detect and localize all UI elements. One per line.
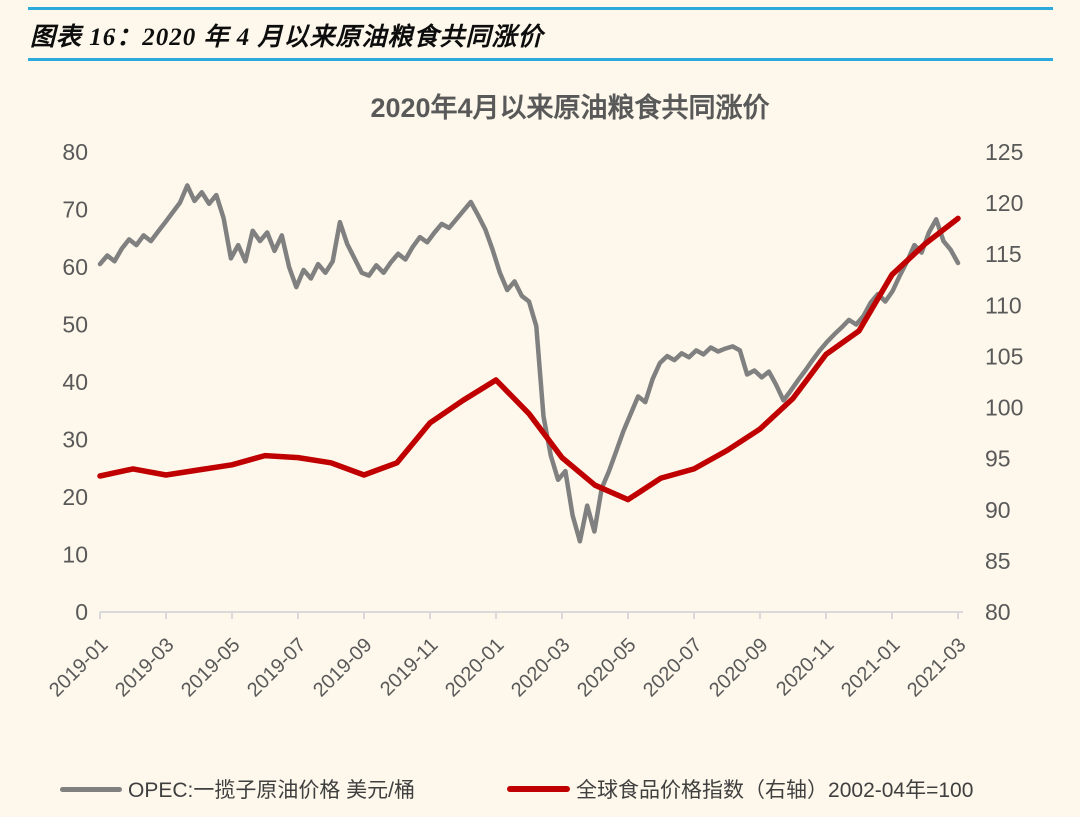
x-tick-label: 2019-03 bbox=[111, 634, 178, 701]
legend-item-oil: OPEC:一揽子原油价格 美元/桶 bbox=[60, 774, 415, 804]
x-tick-label: 2020-01 bbox=[441, 634, 508, 701]
right-axis-tick-label: 100 bbox=[985, 395, 1023, 421]
x-tick-label: 2019-09 bbox=[309, 634, 376, 701]
x-tick-label: 2021-01 bbox=[837, 634, 904, 701]
right-axis-tick-label: 110 bbox=[985, 292, 1022, 318]
x-tick-label: 2019-01 bbox=[45, 634, 112, 701]
right-axis-tick-label: 85 bbox=[985, 548, 1011, 574]
left-axis-tick-label: 30 bbox=[62, 427, 88, 453]
left-axis-tick-label: 0 bbox=[75, 599, 88, 625]
chart-title: 2020年4月以来原油粮食共同涨价 bbox=[370, 93, 770, 123]
left-axis-tick-label: 40 bbox=[62, 369, 88, 395]
left-axis-tick-label: 70 bbox=[62, 197, 88, 223]
left-axis-tick-label: 10 bbox=[62, 542, 88, 568]
caption-rule-bottom bbox=[28, 58, 1053, 61]
x-tick-label: 2019-07 bbox=[243, 634, 310, 701]
figure-caption: 图表 16：2020 年 4 月以来原油粮食共同涨价 bbox=[30, 24, 544, 51]
x-tick-label: 2019-05 bbox=[177, 634, 244, 701]
legend-label-oil: OPEC:一揽子原油价格 美元/桶 bbox=[128, 779, 416, 802]
right-axis-tick-label: 115 bbox=[985, 241, 1022, 267]
right-axis-tick-label: 105 bbox=[985, 343, 1023, 369]
caption-rule-top bbox=[28, 7, 1053, 10]
x-tick-label: 2020-07 bbox=[639, 634, 706, 701]
right-axis-tick-label: 80 bbox=[985, 599, 1011, 625]
legend: OPEC:一揽子原油价格 美元/桶 全球食品价格指数（右轴）2002-04年=1… bbox=[60, 774, 973, 804]
legend-label-food: 全球食品价格指数（右轴）2002-04年=100 bbox=[576, 779, 974, 802]
left-axis-tick-label: 60 bbox=[62, 254, 88, 280]
x-tick-label: 2019-11 bbox=[376, 634, 442, 700]
right-axis-tick-label: 120 bbox=[985, 190, 1023, 216]
food-price-line bbox=[97, 215, 961, 503]
left-axis-tick-label: 50 bbox=[62, 312, 88, 338]
right-axis-tick-label: 90 bbox=[985, 497, 1011, 523]
oil-line-swatch bbox=[60, 786, 122, 792]
x-tick-label: 2020-03 bbox=[507, 634, 574, 701]
x-tick-label: 2021-03 bbox=[903, 634, 970, 701]
left-axis-tick-label: 20 bbox=[62, 484, 88, 510]
x-tick-label: 2020-11 bbox=[772, 634, 838, 700]
food-line-swatch bbox=[507, 786, 571, 792]
left-axis-tick-label: 80 bbox=[62, 139, 88, 165]
oil-price-line bbox=[97, 183, 961, 544]
right-axis-tick-label: 95 bbox=[985, 446, 1011, 472]
legend-item-food: 全球食品价格指数（右轴）2002-04年=100 bbox=[507, 774, 973, 804]
right-axis-tick-label: 125 bbox=[985, 139, 1023, 165]
x-tick-label: 2020-05 bbox=[573, 634, 640, 701]
x-tick-label: 2020-09 bbox=[705, 634, 772, 701]
